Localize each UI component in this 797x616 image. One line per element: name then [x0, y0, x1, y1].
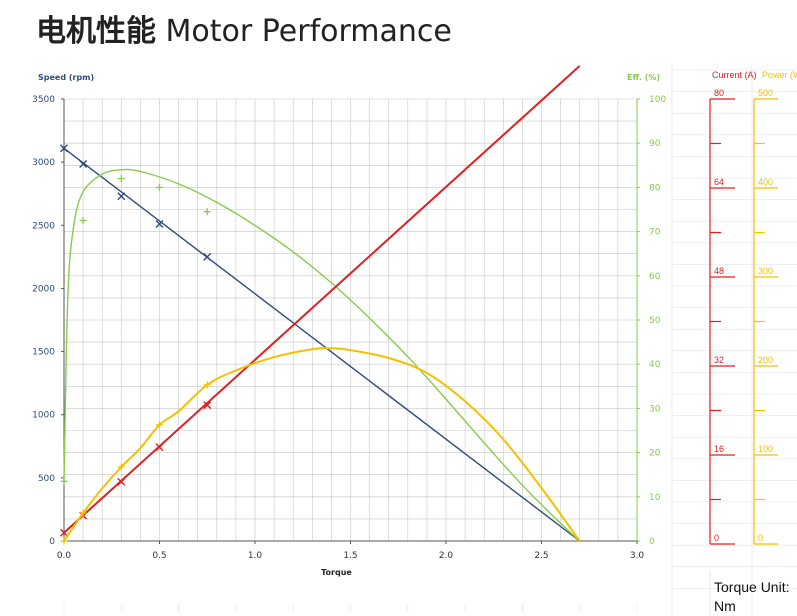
- data-point-efficiency: [79, 217, 87, 225]
- side-tick-label-power: 200: [758, 355, 773, 365]
- marker-stroke: [155, 443, 164, 452]
- data-point-efficiency: [203, 208, 211, 216]
- y-left-tick-label: 3000: [32, 158, 55, 168]
- y-right-tick-label: 10: [649, 493, 661, 503]
- y-right-tick-label: 20: [649, 449, 661, 459]
- y-right-tick-label: 40: [649, 360, 661, 370]
- page-title-en: Motor Performance: [165, 14, 452, 49]
- x-axis-title: Torque: [321, 568, 352, 577]
- data-point-current: [203, 401, 212, 410]
- data-point-speed: [60, 144, 68, 153]
- torque-unit-label: Torque Unit:: [714, 579, 790, 595]
- data-point-power: [156, 421, 163, 429]
- marker-stroke: [60, 528, 68, 537]
- side-tick-label-power: 100: [758, 444, 773, 454]
- y-left-tick-label: 3500: [32, 95, 55, 105]
- marker-stroke: [79, 160, 88, 169]
- side-tick-label-current: 32: [714, 355, 724, 365]
- page-title-cn: 电机性能: [36, 14, 156, 49]
- side-tick-label-current: 80: [714, 88, 724, 98]
- side-axis-title-current: Current (A): [712, 70, 757, 80]
- side-axis-power: Power (W 500 400 300 200 100 0: [753, 70, 797, 545]
- y-left-tick-label: 2000: [32, 284, 55, 294]
- y-right-tick-label: 50: [649, 316, 661, 326]
- y-left-tick-label: 2500: [32, 221, 55, 231]
- data-point-power: [60, 537, 68, 545]
- side-tick-label-power: 400: [758, 177, 773, 187]
- side-tick-label-current: 0: [714, 533, 719, 543]
- side-tick-label-power: 500: [758, 88, 773, 98]
- data-point-efficiency: [156, 183, 163, 191]
- x-tick-label: 0.0: [57, 551, 72, 561]
- side-tick-label-current: 64: [714, 177, 724, 187]
- data-point-speed: [79, 160, 88, 169]
- y-left-tick-label: 1000: [32, 411, 55, 421]
- y-left-tick-label: 0: [49, 537, 55, 547]
- data-point-speed: [203, 252, 212, 261]
- side-axis-title-power: Power (W: [762, 70, 797, 80]
- marker-stroke: [117, 477, 126, 486]
- grid-lines: [63, 98, 638, 542]
- marker-stroke: [203, 252, 212, 261]
- x-tick-label: 1.0: [248, 551, 263, 561]
- side-tick-label-current: 48: [714, 266, 724, 276]
- y-right-axis-title: Eff. (%): [627, 73, 660, 82]
- side-tick-label-current: 16: [714, 444, 724, 454]
- series-line-power: [63, 347, 581, 542]
- y-left-tick-label: 1500: [32, 348, 55, 358]
- y-right-tick-label: 80: [649, 183, 661, 193]
- data-point-current: [155, 443, 164, 452]
- side-table-grid: [63, 66, 797, 616]
- torque-unit-value: Nm: [714, 598, 736, 614]
- data-point-current: [60, 528, 68, 537]
- x-tick-label: 3.0: [630, 551, 645, 561]
- marker-stroke: [117, 192, 126, 201]
- side-tick-label-power: 300: [758, 266, 773, 276]
- series-line-speed: [63, 147, 581, 542]
- page-title: 电机性能 Motor Performance: [36, 6, 452, 50]
- y-right-tick-label: 0: [649, 537, 655, 547]
- x-tick-label: 2.5: [534, 551, 548, 561]
- side-tick-label-power: 0: [758, 533, 763, 543]
- side-axis-current: Current (A) 80 64 48 32 16 0: [709, 70, 757, 545]
- y-left-axis-title: Speed (rpm): [38, 73, 94, 82]
- series-line-current: [63, 65, 581, 534]
- y-right-tick-label: 100: [649, 95, 666, 105]
- data-point-power: [79, 509, 87, 517]
- marker-stroke: [203, 401, 212, 410]
- x-tick-label: 0.5: [152, 551, 166, 561]
- y-right-tick-label: 30: [649, 404, 661, 414]
- x-tick-label: 1.5: [343, 551, 357, 561]
- data-point-efficiency: [60, 477, 68, 485]
- data-point-efficiency: [117, 175, 125, 183]
- data-point-current: [117, 477, 126, 486]
- data-point-speed: [117, 192, 126, 201]
- data-point-power: [203, 381, 211, 389]
- y-right-tick-label: 70: [649, 228, 661, 238]
- y-right-tick-label: 90: [649, 139, 661, 149]
- marker-stroke: [155, 220, 164, 229]
- data-point-speed: [155, 220, 164, 229]
- y-left-tick-label: 500: [38, 474, 55, 484]
- series-line-efficiency: [63, 168, 581, 542]
- data-point-power: [117, 463, 125, 471]
- x-tick-label: 2.0: [439, 551, 454, 561]
- marker-stroke: [60, 144, 68, 153]
- y-right-tick-label: 60: [649, 272, 661, 282]
- torque-unit-note: Torque Unit: Nm: [714, 578, 789, 616]
